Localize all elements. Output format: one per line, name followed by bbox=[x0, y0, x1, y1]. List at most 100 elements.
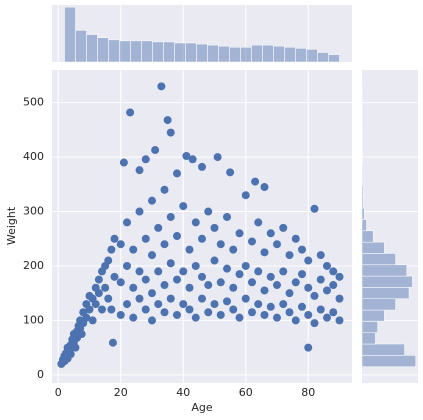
point bbox=[123, 218, 131, 227]
point bbox=[266, 229, 275, 238]
point bbox=[148, 316, 156, 325]
hist-bar bbox=[119, 40, 131, 63]
point bbox=[160, 281, 169, 290]
point bbox=[107, 245, 116, 254]
point bbox=[71, 343, 80, 352]
hist-bar bbox=[218, 45, 230, 63]
point bbox=[188, 155, 197, 164]
y-tick-label: 0 bbox=[37, 368, 44, 381]
point bbox=[198, 162, 206, 171]
hist-bar bbox=[361, 185, 364, 198]
point bbox=[198, 234, 206, 243]
point bbox=[129, 245, 138, 254]
point bbox=[116, 278, 125, 287]
point bbox=[110, 234, 119, 243]
point bbox=[141, 305, 150, 314]
hist-bar bbox=[284, 46, 296, 63]
point bbox=[260, 248, 269, 257]
point bbox=[166, 294, 175, 303]
point bbox=[129, 283, 138, 292]
hist-bar bbox=[75, 30, 87, 63]
hist-bar bbox=[196, 43, 208, 63]
point bbox=[216, 310, 225, 319]
hist-bar bbox=[141, 40, 153, 63]
point bbox=[135, 267, 144, 276]
point bbox=[126, 108, 135, 117]
point bbox=[298, 302, 306, 311]
point bbox=[148, 289, 156, 298]
hist-bar bbox=[361, 287, 410, 299]
point bbox=[335, 294, 344, 303]
point bbox=[235, 313, 244, 322]
point bbox=[323, 313, 331, 322]
hist-bar bbox=[361, 162, 363, 175]
point bbox=[123, 261, 131, 270]
hist-bar bbox=[185, 42, 197, 63]
point bbox=[213, 153, 222, 162]
hist-bar bbox=[361, 196, 364, 209]
point bbox=[154, 300, 163, 309]
x-axis-label: Age bbox=[191, 401, 213, 414]
point bbox=[210, 300, 219, 309]
point bbox=[198, 294, 206, 303]
hist-bar bbox=[229, 46, 241, 63]
main-axes bbox=[52, 70, 352, 383]
point bbox=[329, 308, 338, 317]
point bbox=[329, 267, 338, 276]
hist-bar bbox=[361, 241, 385, 254]
point bbox=[116, 310, 125, 319]
point bbox=[229, 305, 238, 314]
x-tick-label: 60 bbox=[239, 386, 253, 399]
point bbox=[108, 338, 117, 347]
point bbox=[104, 294, 113, 303]
point bbox=[235, 229, 244, 238]
x-tick-label: 80 bbox=[301, 386, 315, 399]
point bbox=[279, 267, 288, 276]
hist-bar bbox=[361, 275, 413, 288]
point bbox=[160, 240, 169, 249]
point bbox=[160, 185, 169, 194]
y-tick-label: 500 bbox=[23, 96, 44, 109]
point bbox=[135, 207, 144, 216]
point bbox=[123, 300, 131, 309]
x-tick-label: 0 bbox=[55, 386, 62, 399]
point bbox=[101, 283, 110, 292]
point bbox=[185, 245, 194, 254]
point bbox=[291, 278, 300, 287]
point bbox=[251, 177, 260, 186]
point bbox=[254, 218, 263, 227]
point bbox=[304, 310, 313, 319]
hist-bar bbox=[262, 44, 274, 63]
hist-bar bbox=[306, 49, 318, 63]
point bbox=[266, 272, 275, 281]
point bbox=[157, 82, 166, 91]
point bbox=[273, 240, 281, 249]
hist-bar bbox=[317, 52, 329, 63]
hist-bar bbox=[361, 298, 396, 311]
hist-bar bbox=[361, 332, 376, 345]
point bbox=[154, 223, 163, 232]
point bbox=[88, 316, 97, 325]
point bbox=[66, 350, 75, 359]
point bbox=[119, 158, 128, 167]
hist-bar bbox=[273, 45, 285, 63]
hist-bar bbox=[174, 42, 186, 63]
hist-bar bbox=[207, 44, 219, 63]
right-axes bbox=[362, 70, 418, 383]
point bbox=[204, 207, 213, 216]
point bbox=[310, 319, 319, 328]
point bbox=[104, 256, 113, 265]
point bbox=[182, 152, 191, 161]
point bbox=[248, 237, 256, 246]
point bbox=[141, 234, 150, 243]
point bbox=[94, 275, 103, 284]
point bbox=[160, 308, 169, 317]
hist-bar bbox=[152, 41, 164, 63]
point bbox=[166, 128, 175, 137]
point bbox=[335, 316, 344, 325]
top-axes bbox=[52, 5, 352, 62]
point bbox=[185, 283, 194, 292]
point bbox=[173, 275, 181, 284]
point bbox=[116, 240, 125, 249]
point bbox=[310, 204, 319, 213]
